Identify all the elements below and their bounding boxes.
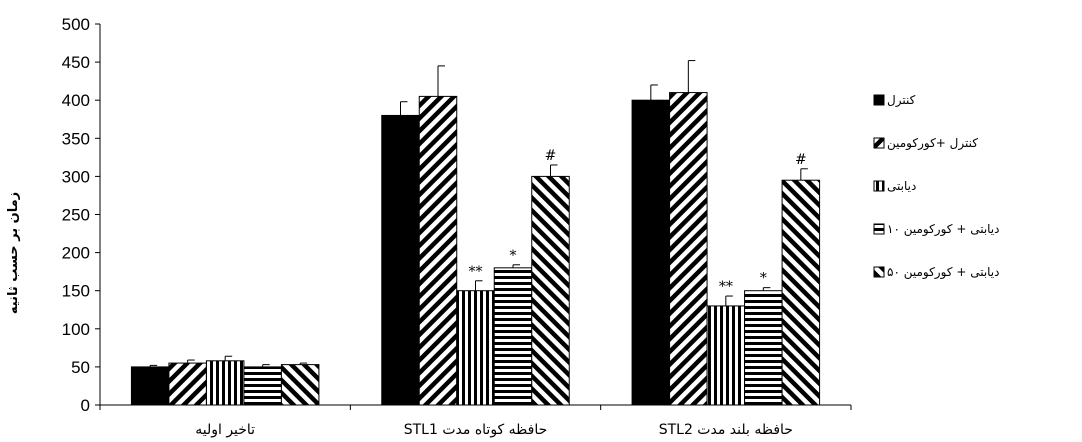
y-tick-label: 500 — [62, 15, 90, 34]
legend-label: کنترل — [887, 93, 916, 108]
y-tick-label: 350 — [62, 129, 90, 148]
y-tick-label: 200 — [62, 244, 90, 263]
legend-swatch — [873, 94, 885, 106]
bar — [631, 99, 671, 406]
bar — [669, 92, 708, 406]
legend-label: کنترل +کورکومین — [887, 136, 978, 151]
legend-item: دیابتی + کورکومین ۱۰ — [873, 222, 1000, 237]
bar — [456, 290, 495, 406]
y-tick-label: 250 — [62, 206, 90, 225]
bar — [243, 366, 282, 406]
bar — [744, 290, 783, 406]
bar — [381, 114, 420, 406]
y-tick-label: 50 — [71, 358, 90, 377]
bar — [706, 305, 746, 406]
y-tick-label: 150 — [62, 282, 90, 301]
legend-item: کنترل +کورکومین — [873, 136, 978, 151]
legend-label: دیابتی + کورکومین ۵۰ — [887, 265, 1000, 280]
x-category-label: حافظه کوتاه مدت STL1 — [404, 422, 548, 438]
bar — [418, 95, 458, 406]
legend-label: دیابتی — [887, 179, 916, 193]
y-tick-label: 0 — [81, 396, 90, 415]
error-bars — [149, 60, 808, 367]
significance-markers: ******# # — [469, 148, 807, 295]
legend: کنترل کنترل +کورکومین دیابتی دیابتی + کورکو… — [873, 93, 1000, 280]
bar — [781, 179, 821, 406]
legend-swatch — [873, 180, 885, 192]
significance-marker: * — [510, 248, 517, 264]
legend-swatch — [873, 223, 885, 235]
y-tick-label: 400 — [62, 91, 90, 110]
bar — [130, 366, 170, 406]
legend-swatch — [873, 266, 885, 278]
bar — [280, 364, 320, 406]
bar — [531, 175, 570, 406]
legend-swatch — [873, 137, 885, 149]
x-axis-ticks — [99, 405, 852, 410]
x-category-label: تاخیر اولیه — [195, 422, 255, 438]
significance-marker: * — [760, 271, 767, 287]
significance-marker: # — [795, 152, 807, 168]
y-tick-label: 300 — [62, 167, 90, 186]
legend-item: دیابتی — [873, 179, 916, 193]
x-category-labels: تاخیر اولیه حافظه کوتاه مدت STL1 حافظه بلن… — [195, 422, 793, 438]
bar — [168, 362, 207, 406]
y-tick-label: 450 — [62, 53, 90, 72]
significance-marker: ** — [719, 279, 733, 295]
significance-marker: # — [545, 148, 557, 164]
y-tick-label: 100 — [62, 320, 90, 339]
legend-item: دیابتی + کورکومین ۵۰ — [873, 265, 1000, 280]
significance-marker: ** — [469, 264, 483, 280]
bar — [205, 360, 245, 406]
legend-label: دیابتی + کورکومین ۱۰ — [887, 222, 1000, 237]
y-axis-ticks: 0 50 100 150 200 250 300 350 400 450 500 — [62, 15, 100, 415]
legend-item: کنترل — [873, 93, 916, 108]
x-category-label: حافظه بلند مدت STL2 — [659, 422, 793, 438]
bar-series — [130, 92, 821, 406]
bar — [493, 267, 533, 406]
y-axis-title: زمان بر حسب ثانیه — [6, 192, 21, 314]
